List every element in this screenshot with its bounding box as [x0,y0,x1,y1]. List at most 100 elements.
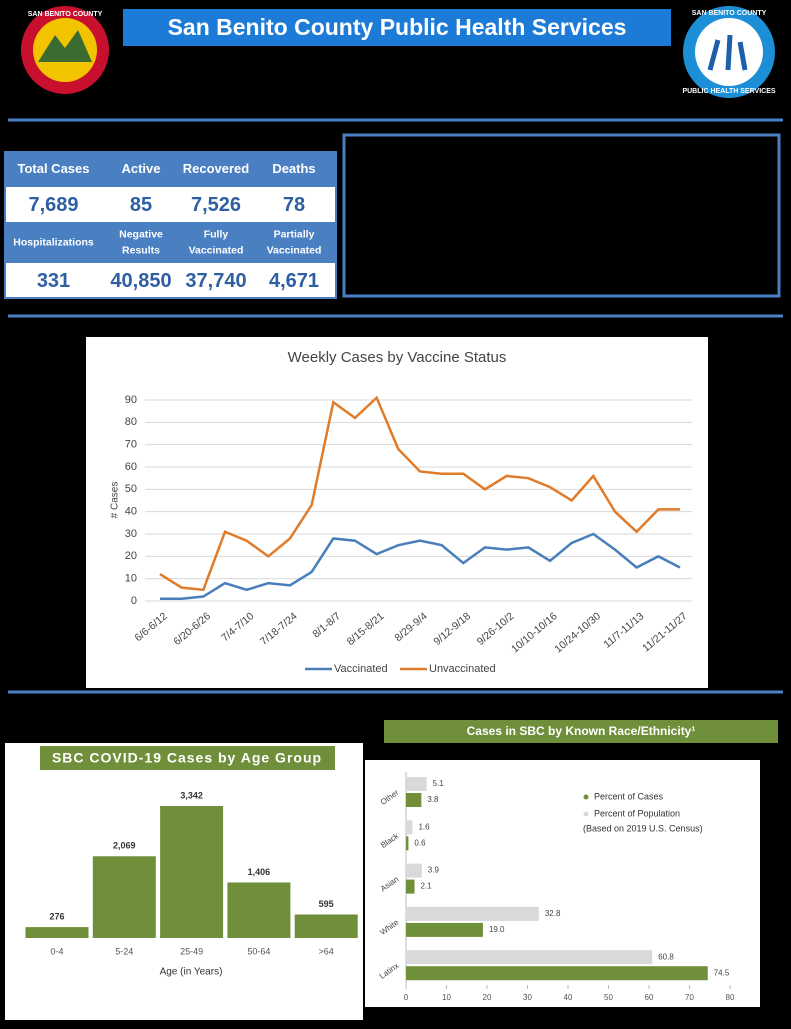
legend-swatch [583,794,589,800]
value-label: 3.9 [428,866,440,875]
page-title: San Benito County Public Health Services [168,14,627,40]
x-tick-label: 25-49 [180,946,203,956]
x-tick-label: >64 [319,946,334,956]
value-label: 276 [49,911,64,921]
value-label: 32.8 [545,909,561,918]
y-tick-label: 10 [125,573,137,585]
legend-label: Unvaccinated [429,663,496,675]
value-label: 19.0 [489,925,505,934]
bar [406,966,708,981]
x-tick-label: 10 [442,993,451,1002]
bar [406,777,427,791]
x-tick-label: 0 [404,993,409,1002]
logo-text: SAN BENITO COUNTY [692,10,767,17]
series-line [159,395,680,592]
y-tick-label: 80 [125,416,137,428]
series-line [160,532,681,601]
x-tick-label: 50 [604,993,613,1002]
bar [294,914,358,938]
stat-label: Partially [274,228,315,240]
bar [406,950,653,965]
stats-header-row [5,222,336,263]
bar [406,922,483,937]
y-tick-label: 20 [125,550,137,562]
y-tick-label: 0 [131,595,137,607]
stat-value: 7,689 [28,194,78,216]
age-title-bar [40,746,335,770]
stat-label: Vaccinated [267,244,322,256]
seal-text: SAN BENITO COUNTY [28,11,103,18]
stats-header-row [5,152,336,187]
y-axis-label: # Cases [110,482,121,519]
stat-label: Fully [204,228,229,240]
value-label: 2.1 [421,882,433,891]
y-tick-label: 60 [125,461,137,473]
y-tick-label: 90 [125,394,137,406]
race-chart-panel [365,760,760,1007]
stat-value: 37,740 [185,270,246,292]
bar [406,906,539,921]
x-tick-label: 60 [645,993,654,1002]
line-chart-panel [86,337,708,688]
stat-value: 78 [283,194,305,216]
legend-label: Percent of Population [594,808,680,818]
bar [25,927,89,938]
bar [227,882,291,938]
y-tick-label: 30 [125,528,137,540]
value-label: 60.8 [658,952,674,961]
chart-title: Cases in SBC by Known Race/Ethnicity¹ [467,724,696,738]
stat-label: Negative [119,228,163,240]
value-label: 3,342 [180,790,203,800]
empty-panel [342,133,781,298]
stat-value: 331 [37,270,70,292]
stat-value: 85 [130,194,152,216]
value-label: 1.6 [418,822,430,831]
x-tick-label: 20 [483,993,492,1002]
bar [160,806,224,938]
stat-label: Hospitalizations [13,236,94,248]
x-tick-label: 30 [523,993,532,1002]
y-tick-label: 70 [125,439,137,451]
stat-value: 40,850 [110,270,171,292]
stat-label: Vaccinated [189,244,244,256]
bar [406,836,409,851]
value-label: 595 [319,899,334,909]
bar [406,793,422,807]
legend-note: (Based on 2019 U.S. Census) [583,823,703,833]
legend-swatch [583,811,589,817]
logo-text: PUBLIC HEALTH SERVICES [682,88,775,95]
y-tick-label: 40 [125,506,137,518]
stat-label: Deaths [272,161,315,176]
race-title-bar [384,720,778,743]
value-label: 3.8 [427,795,439,804]
stat-label: Total Cases [17,161,89,176]
chart-title: Weekly Cases by Vaccine Status [288,349,507,366]
value-label: 1,406 [248,867,271,877]
chart-title: SBC COVID-19 Cases by Age Group [52,750,322,766]
stat-label: Active [121,161,160,176]
header-bar [123,9,671,46]
x-tick-label: 70 [685,993,694,1002]
x-tick-label: 5-24 [115,946,133,956]
seal-mountains [38,30,92,62]
legend-label: Vaccinated [334,663,388,675]
stat-label: Recovered [183,161,250,176]
stat-label: Results [122,244,160,256]
stat-value: 7,526 [191,194,241,216]
bar [92,856,156,938]
bar [406,820,413,835]
y-tick-label: 50 [125,483,137,495]
logo-figures [707,34,748,71]
value-label: 0.6 [414,838,426,847]
x-tick-label: 80 [726,993,735,1002]
legend-label: Percent of Cases [594,791,664,801]
x-tick-label: 40 [564,993,573,1002]
x-axis-label: Age (in Years) [160,967,223,978]
x-tick-label: 50-64 [247,946,270,956]
x-tick-label: 0-4 [50,946,63,956]
value-label: 74.5 [714,968,730,977]
bar [406,879,415,894]
stat-value: 4,671 [269,270,319,292]
